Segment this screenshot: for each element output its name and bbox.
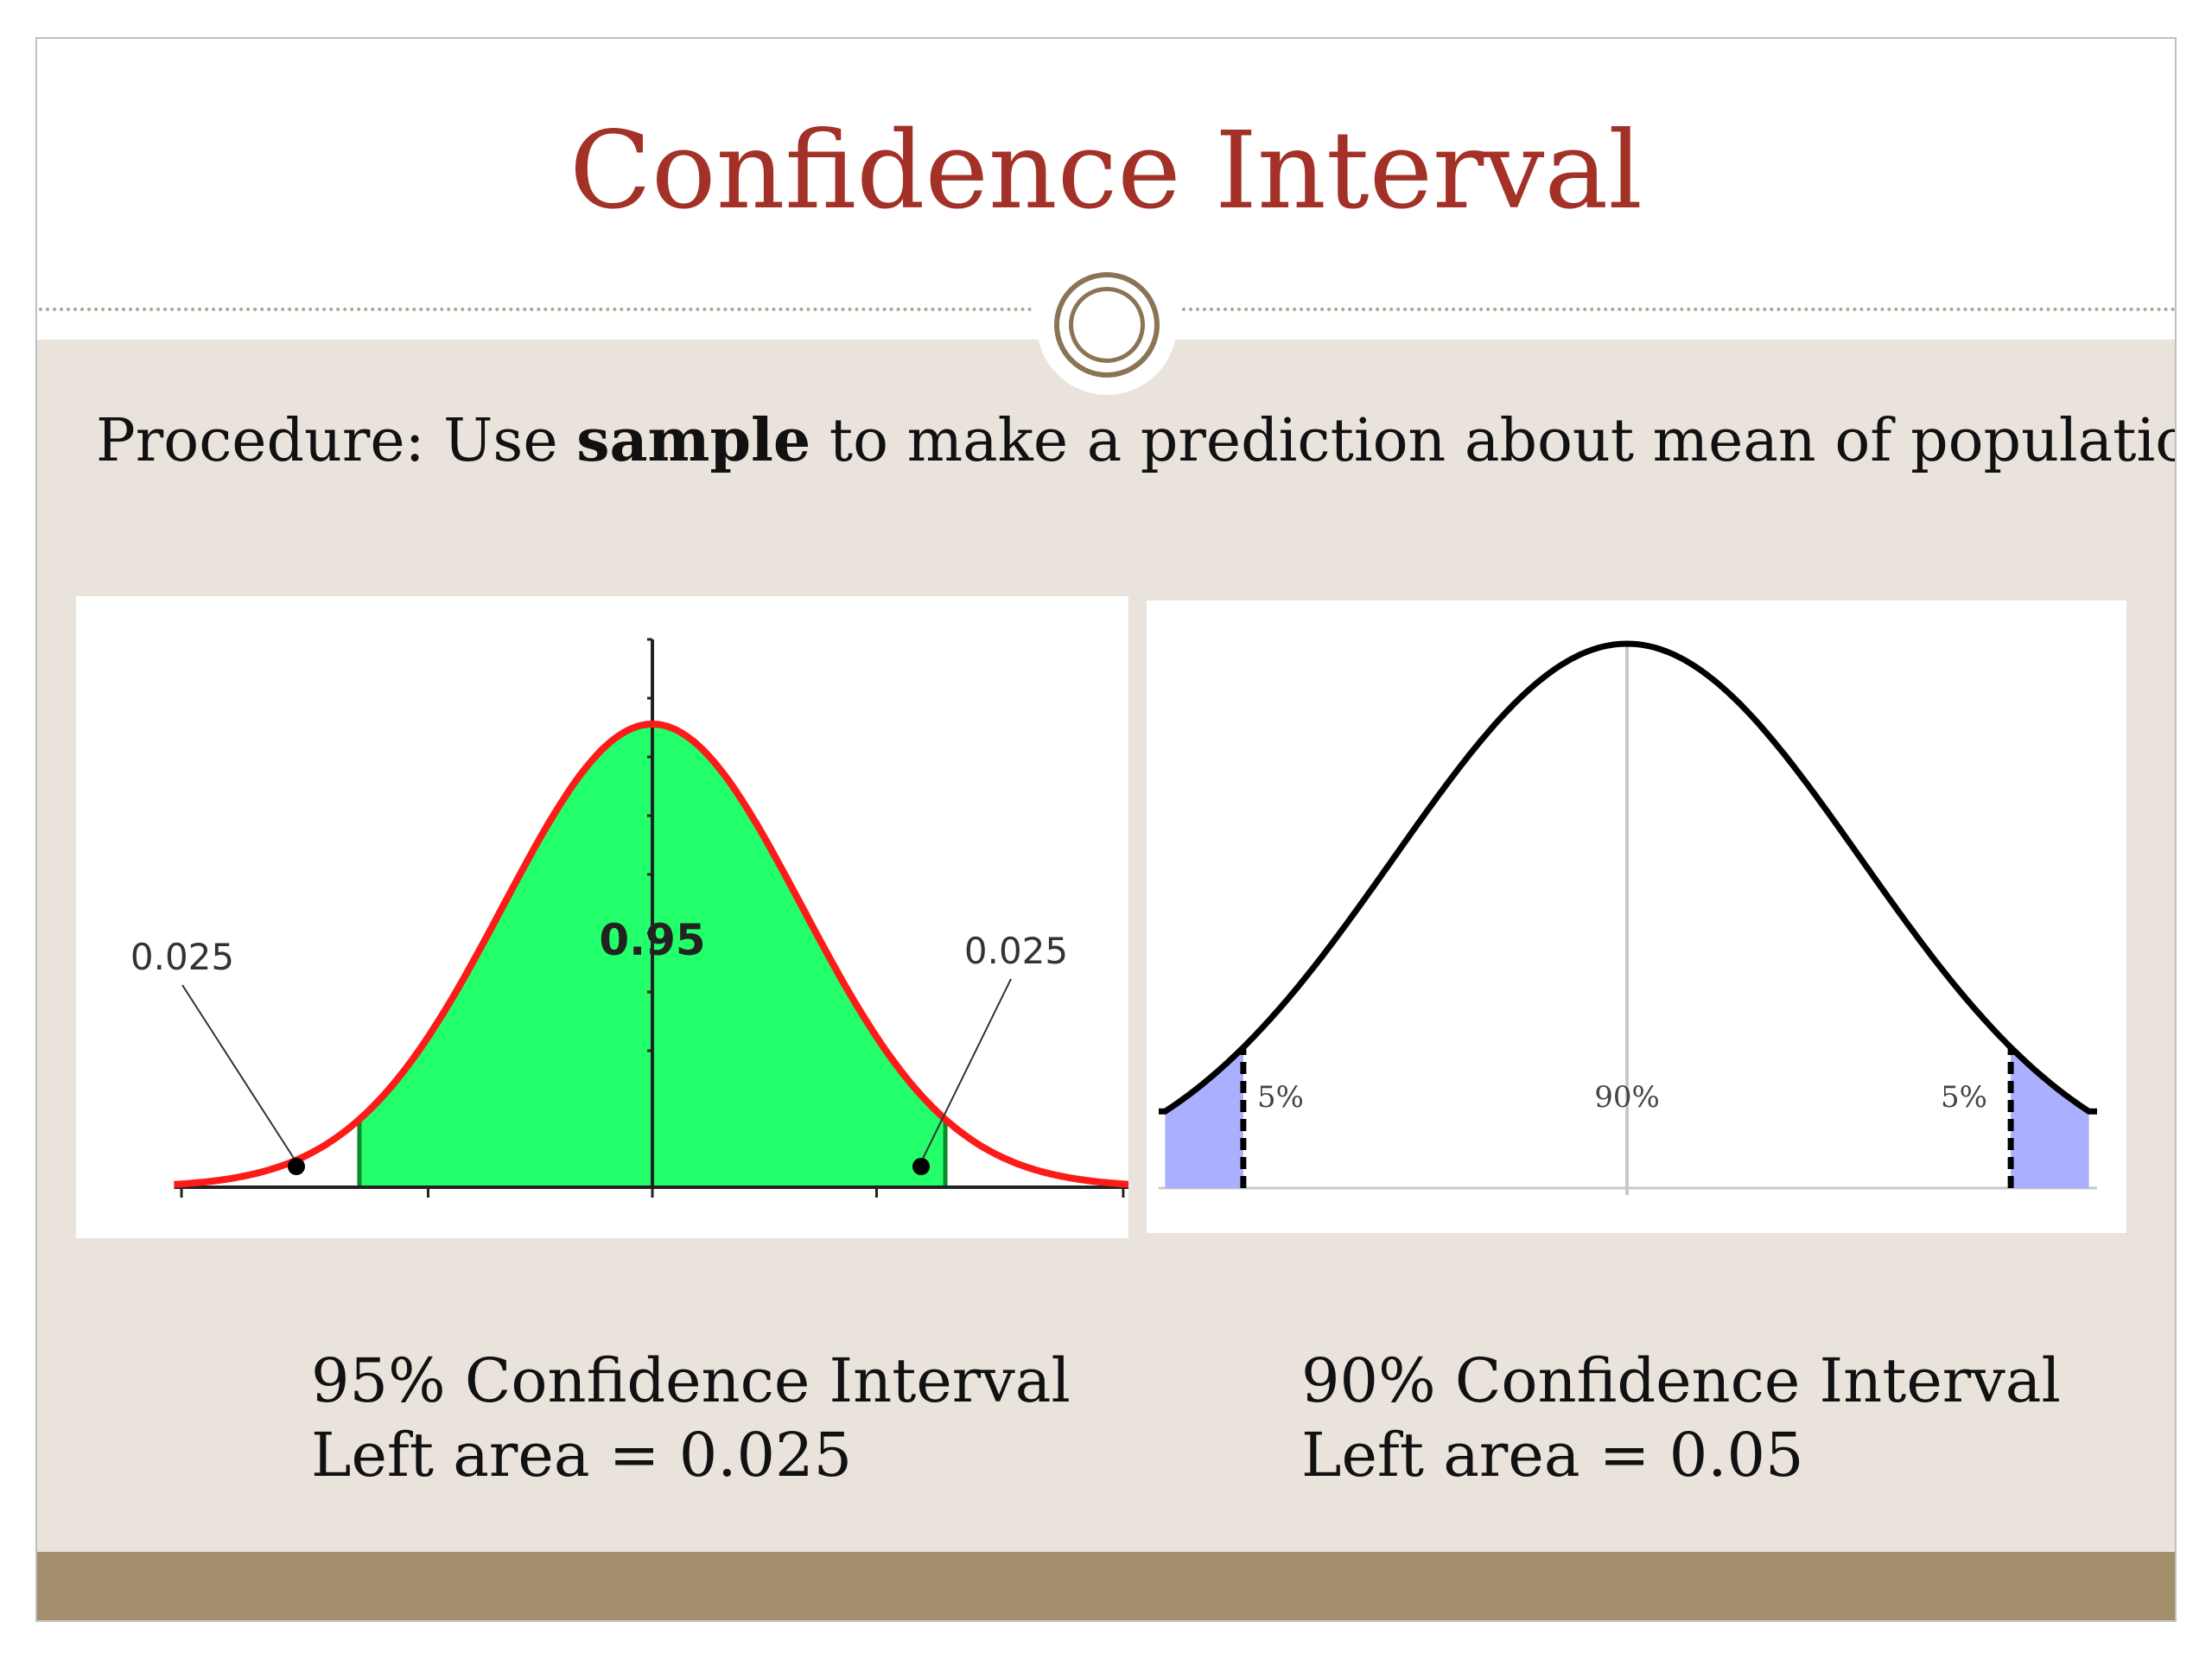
- left-tail-label: 5%: [1257, 1080, 1304, 1115]
- density-curve: [1159, 640, 2097, 1115]
- chart-95-panel: 0.95 0.025 0.025: [76, 596, 1128, 1238]
- right-leader-line: [920, 978, 1012, 1163]
- procedure-bold: sample: [576, 406, 811, 475]
- caption-90-line1: 90% Confidence Interval: [1301, 1345, 2061, 1416]
- left-leader-line: [181, 984, 297, 1163]
- footer-bar: [37, 1552, 2175, 1620]
- caption-95-line2: Left area = 0.025: [311, 1420, 853, 1491]
- procedure-text: Procedure: Use sample to make a predicti…: [96, 406, 2177, 475]
- procedure-prefix: Procedure: Use: [96, 407, 577, 475]
- center-area-label: 0.95: [599, 915, 705, 965]
- right-tail-label: 5%: [1941, 1080, 1987, 1115]
- caption-95-line1: 95% Confidence Interval: [311, 1345, 1071, 1416]
- slide-title: Confidence Interval: [569, 109, 1643, 233]
- slide: Confidence Interval Procedure: Use sampl…: [35, 37, 2177, 1622]
- chart-95: 0.95 0.025 0.025: [130, 638, 1128, 1198]
- ornament-ring-inner-icon: [1069, 287, 1145, 363]
- caption-95: 95% Confidence Interval Left area = 0.02…: [311, 1344, 1071, 1492]
- ornament-ring-icon: [1054, 272, 1160, 378]
- center-area-label: 90%: [1594, 1080, 1660, 1115]
- right-tail-marker: [912, 1158, 930, 1175]
- density-curve: [174, 721, 1128, 1188]
- chart-90: 5% 90% 5%: [1159, 640, 2097, 1195]
- divider-right: [1182, 308, 2175, 311]
- chart-90-panel: 5% 90% 5%: [1147, 601, 2126, 1233]
- divider-left: [39, 308, 1033, 311]
- left-tail-marker: [288, 1158, 305, 1175]
- right-tail-fill: [2011, 1047, 2089, 1188]
- caption-90: 90% Confidence Interval Left area = 0.05: [1301, 1344, 2061, 1492]
- right-tail-label: 0.025: [964, 930, 1068, 972]
- left-tail-label: 0.025: [130, 936, 234, 978]
- procedure-suffix: to make a prediction about mean of popul…: [810, 407, 2177, 475]
- left-tail-fill: [1165, 1047, 1243, 1188]
- caption-90-line2: Left area = 0.05: [1301, 1420, 1804, 1491]
